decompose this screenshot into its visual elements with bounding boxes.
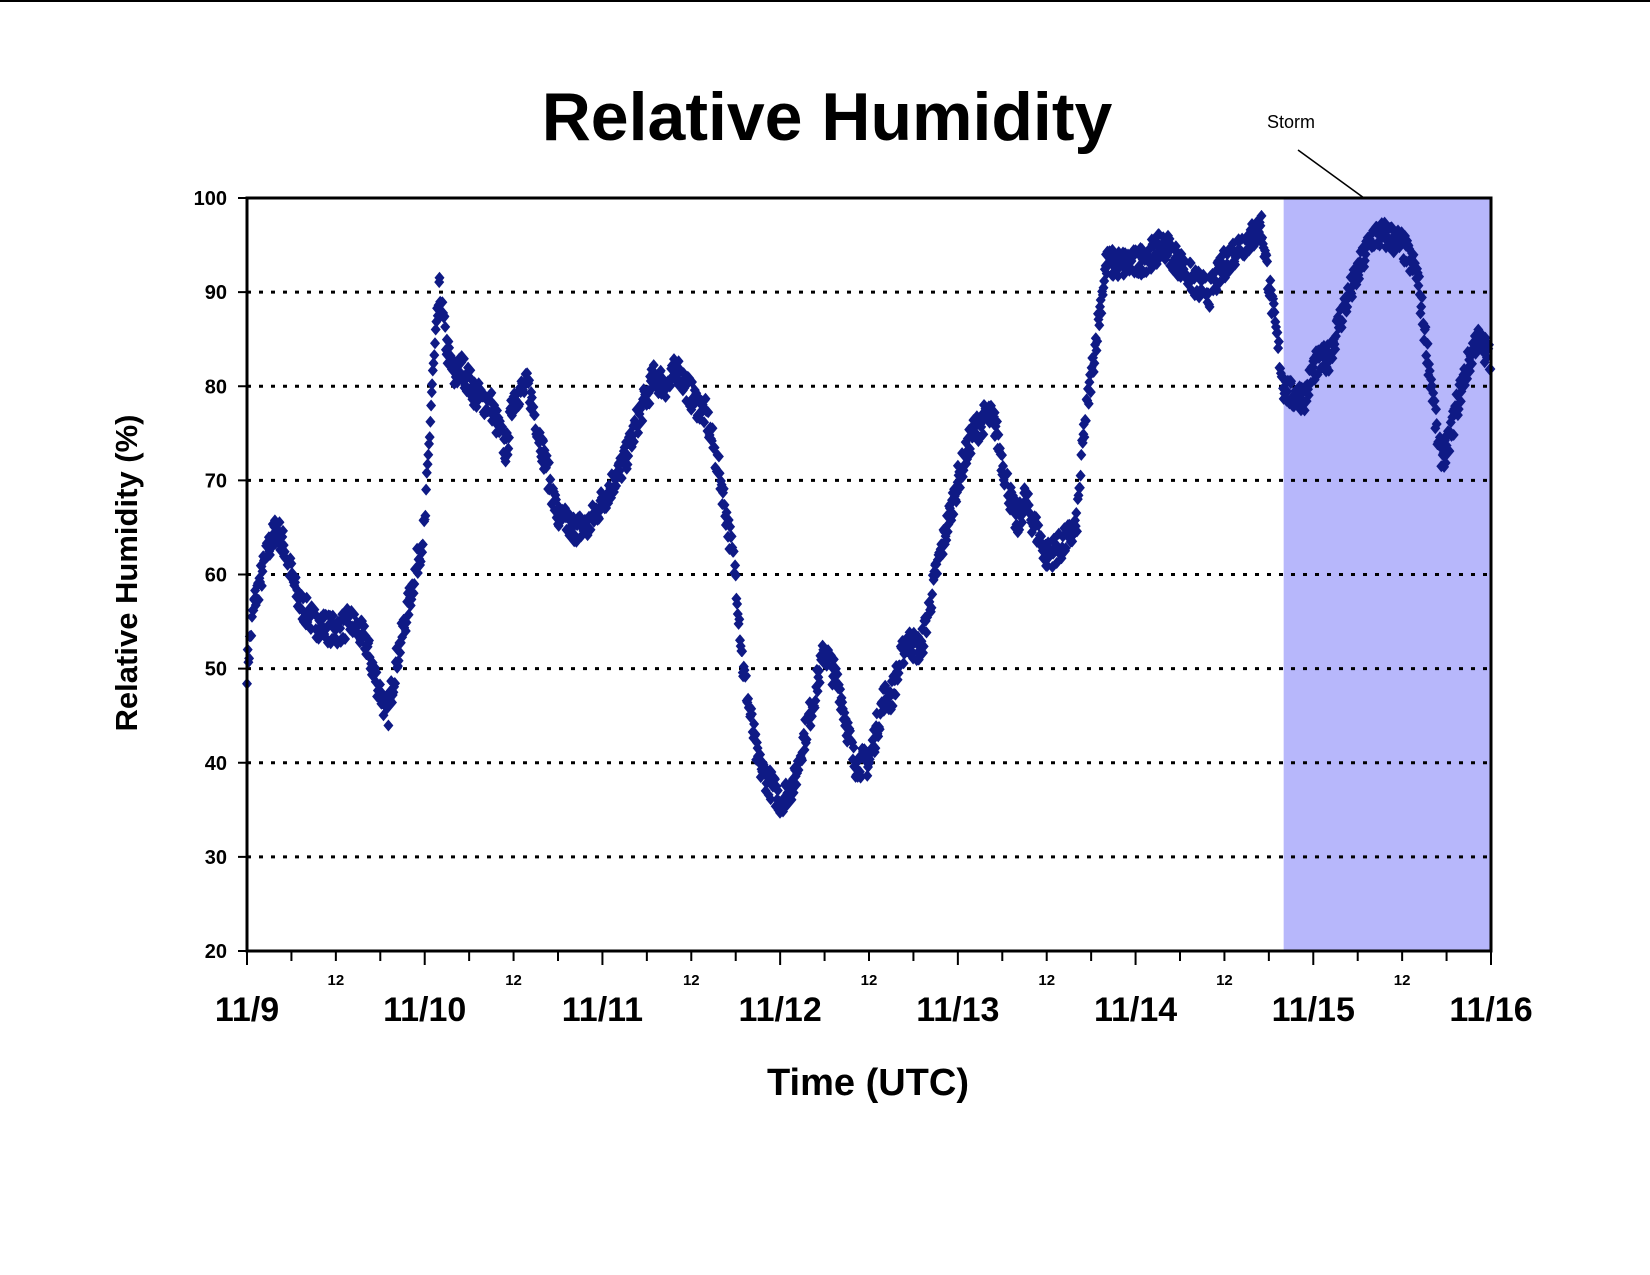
- x-tick-label: 11/15: [1272, 991, 1355, 1029]
- chart-title: Relative Humidity: [542, 79, 1113, 155]
- x-tick-labels: 11/9 11/10 11/11 11/12 11/13 11/14 11/15 11/16 1…: [215, 951, 1533, 1029]
- x-tick-label: 11/11: [562, 991, 643, 1029]
- y-tick-label: 100: [194, 188, 227, 210]
- y-tick-label: 40: [205, 753, 227, 775]
- x-minor-label: 12: [505, 972, 522, 989]
- y-tick-label: 20: [205, 941, 227, 963]
- x-axis-title: Time (UTC): [767, 1062, 969, 1104]
- x-minor-label: 12: [861, 972, 878, 989]
- top-border-line: [0, 0, 1650, 2]
- y-tick-label: 80: [205, 376, 227, 398]
- x-tick-label: 11/13: [916, 991, 999, 1029]
- y-tick-label: 60: [205, 565, 227, 587]
- y-tick-labels: 20 30 40 50 60 70 80 90 100: [194, 188, 247, 963]
- storm-label: Storm: [1267, 112, 1315, 132]
- y-tick-label: 30: [205, 847, 227, 869]
- x-tick-label: 11/14: [1094, 991, 1177, 1029]
- x-minor-label: 12: [328, 972, 345, 989]
- y-tick-label: 70: [205, 470, 227, 492]
- y-tick-label: 50: [205, 659, 227, 681]
- x-tick-label: 11/9: [215, 991, 279, 1029]
- y-axis-title: Relative Humidity (%): [109, 415, 144, 732]
- x-minor-label: 12: [1216, 972, 1233, 989]
- x-tick-label: 11/10: [383, 991, 466, 1029]
- storm-leader-line: [1297, 149, 1365, 199]
- x-tick-label: 11/12: [739, 991, 822, 1029]
- x-minor-label: 12: [1038, 972, 1055, 989]
- x-tick-label: 11/16: [1449, 991, 1532, 1029]
- x-minor-label: 12: [683, 972, 700, 989]
- x-minor-label: 12: [1394, 972, 1411, 989]
- storm-annotation: Storm: [1267, 112, 1365, 199]
- y-tick-label: 90: [205, 282, 227, 304]
